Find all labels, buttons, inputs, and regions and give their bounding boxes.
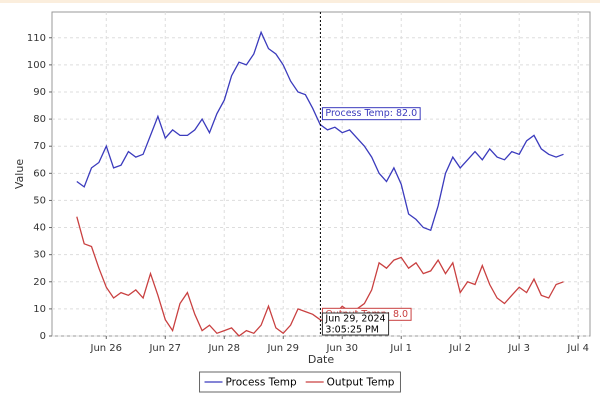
x-tick-label: Jun 27 bbox=[148, 343, 181, 354]
x-tick-label: Jul 3 bbox=[507, 343, 530, 354]
y-tick-label: 80 bbox=[33, 114, 46, 125]
y-tick-label: 50 bbox=[33, 195, 46, 206]
readout-label: Process Temp: 82.0 bbox=[325, 108, 417, 119]
time-label: 3:05:25 PM bbox=[325, 325, 379, 336]
y-tick-label: 30 bbox=[33, 250, 46, 261]
legend-label: Output Temp bbox=[327, 377, 395, 389]
series-line bbox=[76, 216, 564, 337]
x-tick-label: Jun 29 bbox=[266, 343, 299, 354]
legend-label: Process Temp bbox=[226, 377, 297, 389]
date-label: Jun 29, 2024 bbox=[324, 314, 385, 325]
readout-box bbox=[321, 107, 421, 121]
x-tick-label: Jul 1 bbox=[389, 343, 412, 354]
y-tick-label: 60 bbox=[33, 168, 46, 179]
y-tick-label: 10 bbox=[33, 304, 46, 315]
y-tick-label: 110 bbox=[27, 33, 46, 44]
legend-box bbox=[199, 371, 401, 393]
top-edge bbox=[0, 0, 600, 3]
x-tick-label: Jul 2 bbox=[448, 343, 471, 354]
x-tick-label: Jul 4 bbox=[566, 343, 589, 354]
y-tick-label: 20 bbox=[33, 277, 46, 288]
plot-area bbox=[51, 11, 591, 337]
y-axis-label: Value bbox=[13, 159, 26, 189]
date-box bbox=[321, 312, 390, 336]
crosshair-readout: Process Temp: 82.0 bbox=[321, 107, 421, 121]
y-tick-label: 100 bbox=[27, 60, 46, 71]
legend: Process Temp Output Temp bbox=[199, 371, 401, 393]
x-tick-label: Jun 28 bbox=[207, 343, 240, 354]
y-tick-label: 70 bbox=[33, 141, 46, 152]
x-axis-label: Date bbox=[308, 353, 335, 366]
x-tick-label: Jun 30 bbox=[325, 343, 358, 354]
y-tick-label: 40 bbox=[33, 223, 46, 234]
y-tick-label: 0 bbox=[40, 331, 46, 342]
x-tick-label: Jun 26 bbox=[90, 343, 123, 354]
y-tick-label: 90 bbox=[33, 87, 46, 98]
